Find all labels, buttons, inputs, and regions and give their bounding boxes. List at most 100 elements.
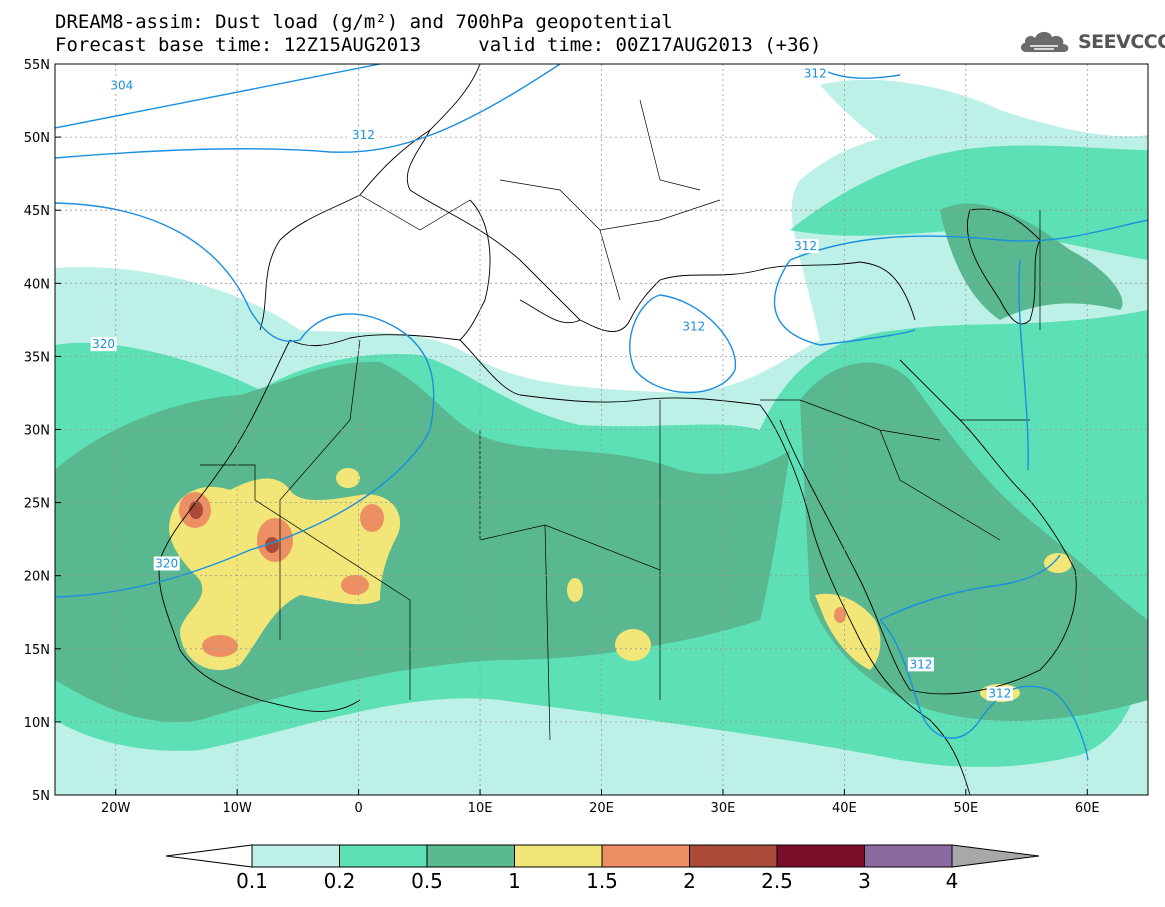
grid-lines (55, 64, 1148, 795)
contour-label-bg (680, 319, 707, 334)
lon-tick-label: 10E (468, 801, 493, 816)
dust-level-1-patch-b (615, 629, 651, 661)
lat-tick-label: 30N (24, 424, 50, 439)
dust-level-1-patch-c (1044, 553, 1072, 573)
contour-312-med (629, 294, 737, 394)
map-subtitle: Forecast base time: 12Z15AUG2013 valid t… (55, 35, 821, 55)
cloud-logo-icon (1020, 31, 1069, 52)
lat-tick-label: 50N (24, 131, 50, 146)
coastline-arabia (779, 359, 1077, 695)
colorbar-swatch (426, 844, 515, 868)
contour-312-north (55, 64, 561, 159)
lat-tick-label: 45N (24, 204, 50, 219)
contour-label-bg (792, 239, 819, 254)
lon-tick-label: 0 (354, 801, 362, 816)
lon-tick-label: 20W (101, 801, 131, 816)
dust-level-1-sahara (169, 478, 401, 671)
lon-tick-label: 20E (589, 801, 614, 816)
colorbar-label: 0.1 (236, 869, 268, 893)
colorbar-swatch (689, 844, 778, 868)
lon-tick-label: 30E (711, 801, 736, 816)
lat-tick-label: 20N (24, 570, 50, 585)
colorbar: 0.1 0.2 0.5 1 1.5 2 2.5 3 4 (165, 844, 1040, 893)
contour-label-text: 312 (352, 128, 375, 142)
contour-label: 312 (907, 657, 934, 672)
contour-label-bg (986, 686, 1013, 701)
contour-label: 304 (108, 78, 135, 93)
contour-label: 312 (802, 66, 829, 81)
colorbar-label: 2 (683, 869, 696, 893)
dust-level-1-patch-e (336, 468, 360, 488)
colorbar-swatch (514, 844, 603, 868)
colorbar-high-arrow (951, 844, 1040, 868)
contour-label-bg (90, 337, 117, 352)
latitude-axis: 55N 50N 45N 40N 35N 30N 25N 20N 15N 10N 5N (24, 58, 61, 804)
colorbar-label: 1.5 (586, 869, 618, 893)
contour-312-south (879, 554, 1089, 761)
dust-level-1-5-c (360, 504, 384, 532)
colorbar-swatch (776, 844, 865, 868)
dust-level-0-2-caspian (790, 145, 1148, 260)
colorbar-swatch (339, 844, 428, 868)
contour-label-bg (802, 66, 829, 81)
dust-level-0-5-caspian (940, 203, 1123, 320)
colorbar-low-arrow (165, 844, 253, 868)
contour-label: 312 (680, 319, 707, 334)
lat-tick-label: 5N (32, 789, 50, 804)
contour-label-text: 312 (794, 239, 817, 253)
contour-label-bg (350, 128, 377, 143)
colorbar-swatch (601, 844, 690, 868)
dust-level-2-a (189, 501, 203, 519)
contour-label-text: 312 (804, 67, 827, 81)
colorbar-label: 2.5 (761, 869, 793, 893)
contour-label-text: 312 (909, 657, 932, 671)
country-borders (200, 99, 1041, 741)
colorbar-swatch (864, 844, 953, 868)
colorbar-label: 4 (946, 869, 959, 893)
seevccc-logo: SEEVCCC (1018, 28, 1165, 56)
contour-label-text: 312 (988, 687, 1011, 701)
lat-tick-label: 10N (24, 716, 50, 731)
contour-label: 312 (350, 128, 377, 143)
contour-label: 312 (986, 686, 1013, 701)
coastline-africa (158, 334, 971, 795)
coastlines-borders (158, 64, 1077, 795)
coastline-caspian (966, 208, 1041, 325)
contour-label-text: 320 (155, 556, 178, 570)
contour-label-bg (907, 657, 934, 672)
colorbar-label: 3 (858, 869, 871, 893)
contour-312-iran (1018, 259, 1029, 471)
map-plot-area: 304 312 312 312 312 320 320 312 312 (55, 64, 1148, 795)
lat-tick-label: 25N (24, 497, 50, 512)
contour-304 (55, 64, 381, 129)
dust-level-0-5-east (800, 362, 1148, 721)
valid-time: valid time: 00Z17AUG2013 (+36) (478, 34, 822, 56)
lat-tick-label: 40N (24, 277, 50, 292)
dust-level-1-5-f (834, 607, 846, 623)
colorbar-label: 0.5 (411, 869, 443, 893)
contour-label-text: 320 (92, 337, 115, 351)
contour-label: 320 (90, 337, 117, 352)
forecast-base-time: Forecast base time: 12Z15AUG2013 (55, 34, 422, 56)
lat-tick-label: 15N (24, 643, 50, 658)
lon-tick-label: 10W (222, 801, 252, 816)
contour-320 (55, 202, 435, 598)
colorbar-label: 1 (508, 869, 521, 893)
contour-label: 312 (792, 239, 819, 254)
logo-text: SEEVCCC (1078, 31, 1165, 53)
geopotential-contours (55, 64, 1148, 761)
contour-312-mideast (773, 219, 1148, 346)
dust-level-1-red-sea (815, 593, 881, 670)
dust-level-1-patch-a (567, 578, 583, 602)
contour-label-layer: 304 312 312 312 312 320 320 312 312 (90, 66, 1013, 701)
colorbar-label: 0.2 (324, 869, 356, 893)
contour-label-bg (153, 556, 180, 571)
lat-tick-label: 55N (24, 58, 50, 73)
contour-label: 320 (153, 556, 180, 571)
lon-tick-label: 40E (832, 801, 857, 816)
contour-label-bg (108, 78, 135, 93)
dust-level-1-5-e (202, 635, 238, 657)
colorbar-swatch (251, 844, 340, 868)
contour-label-text: 312 (682, 320, 705, 334)
